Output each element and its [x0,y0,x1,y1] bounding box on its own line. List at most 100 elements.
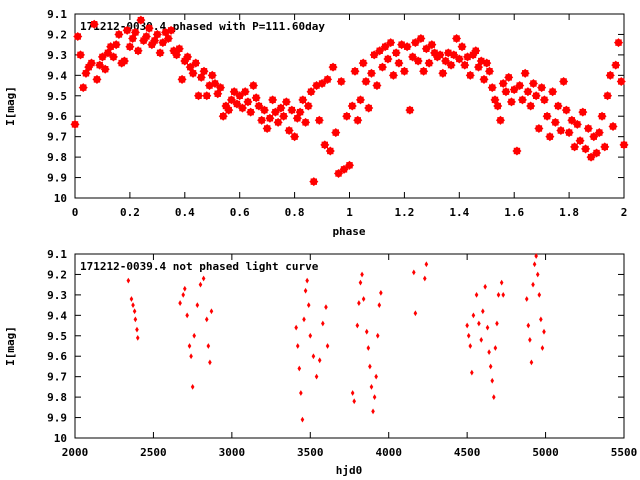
y-tick-label: 9.6 [47,350,67,363]
y-tick-label: 9.8 [47,391,67,404]
data-point [372,394,377,400]
data-point [183,52,193,62]
data-point [366,345,371,351]
data-point [361,76,371,86]
data-point [358,279,363,286]
data-point [188,68,198,78]
x-tick-label: 5500 [611,446,638,459]
x-tick-label: 0 [72,206,79,219]
x-tick-label: 1.4 [449,206,469,219]
data-point [383,54,393,64]
data-point [306,302,311,308]
y-tick-label: 9.2 [47,268,67,281]
chart-title: 171212-0039.4 not phased light curve [80,260,319,273]
data-point [539,316,543,323]
data-point [487,83,497,93]
data-point [189,353,193,360]
data-point [413,310,418,317]
data-point [302,316,306,323]
data-point [438,68,448,78]
data-point [301,117,311,127]
chart-title: 171212-0039.4 phased with P=111.60day [80,20,325,33]
data-point [254,101,264,111]
data-point [317,78,327,89]
data-point [360,271,364,278]
data-point [95,60,105,70]
data-point [369,50,379,60]
y-tick-label: 9.3 [47,289,67,302]
data-point [158,38,168,48]
data-point [183,285,187,292]
data-point [201,275,206,282]
data-point [386,38,396,48]
data-point [206,343,211,349]
data-point [92,74,102,84]
data-point [240,87,250,97]
x-tick-label: 1.6 [504,206,524,219]
data-point [399,66,409,76]
data-point [353,115,363,125]
data-point [262,123,272,134]
data-point [100,64,110,74]
data-point [270,107,280,117]
data-point [306,87,316,97]
data-point [119,56,129,66]
data-point [375,332,380,339]
y-tick-labels: 9.1 9.2 9.3 9.4 9.5 9.6 9.7 9.8 9.9 10 [47,248,67,445]
data-point [308,332,313,339]
data-point [597,111,607,121]
data-point [185,312,189,319]
data-point [224,105,234,115]
data-point [371,408,375,415]
data-point [493,101,503,111]
data-point [347,101,357,111]
data-point [412,269,416,276]
data-point [299,390,303,396]
data-point [108,52,118,62]
data-point [129,296,134,302]
data-point [279,111,289,121]
data-point [484,66,495,76]
x-tick-label: 1.8 [559,206,579,219]
data-point [361,296,366,302]
data-point [542,328,546,335]
y-tick-label: 9.3 [47,49,67,62]
data-point [178,300,182,306]
data-point [454,54,464,64]
data-point [422,275,427,282]
data-point [424,261,429,268]
data-point [419,66,429,76]
data-point [126,277,131,284]
y-tick-label: 9.9 [47,172,67,185]
data-point [163,34,173,44]
x-axis-label: hjd0 [336,464,363,477]
x-tick-label: 4500 [454,446,481,459]
data-point [331,128,341,138]
data-point [493,345,498,351]
data-point [276,103,286,113]
data-point [540,345,545,351]
data-point [488,363,493,370]
x-axis-label: phase [332,225,365,238]
data-point [141,31,151,42]
data-point [561,105,571,115]
data-point [317,357,322,364]
data-point [477,320,481,327]
data-point [297,365,302,372]
data-point [125,42,135,52]
data-point [122,25,132,35]
data-point [235,91,245,101]
data-point [471,46,481,56]
data-point [226,95,236,105]
data-point [305,277,309,284]
y-axis-label: I[mag] [4,326,17,366]
data-point [155,48,165,58]
data-point [97,52,107,62]
data-point [479,336,484,343]
data-point [416,34,426,44]
y-tick-label: 9.5 [47,90,67,103]
y-tick-label: 9.7 [47,371,67,384]
data-point [215,83,226,93]
y-tick-label: 9.2 [47,28,67,41]
